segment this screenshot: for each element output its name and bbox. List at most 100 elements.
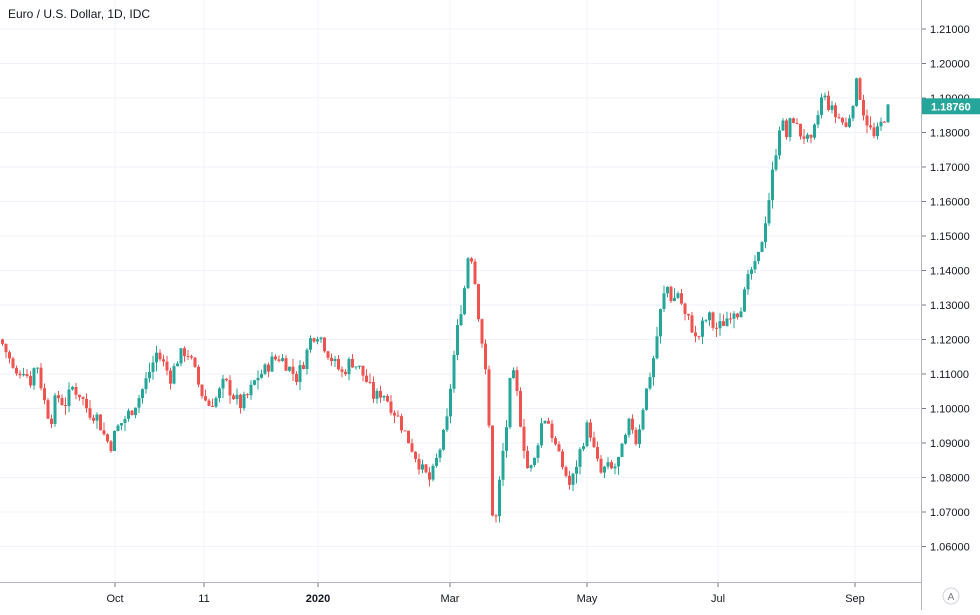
candle-body xyxy=(207,400,211,406)
candle-body xyxy=(820,97,823,116)
candle-body xyxy=(557,444,561,452)
candle-body xyxy=(67,389,71,407)
candle-body xyxy=(242,394,246,409)
candle-body xyxy=(407,430,410,444)
candle-body xyxy=(669,286,673,302)
last-price-label: 1.18760 xyxy=(931,101,971,113)
candle-body xyxy=(536,445,540,458)
candle-body xyxy=(855,78,858,107)
candle-body xyxy=(123,418,127,424)
candle-body xyxy=(445,416,449,430)
candle-body xyxy=(610,462,613,469)
candle-body xyxy=(309,338,312,350)
candle-body xyxy=(379,390,382,398)
candle-body xyxy=(883,121,886,123)
candle-body xyxy=(235,394,239,400)
candle-body xyxy=(592,437,596,448)
candle-body xyxy=(218,388,221,399)
candle-body xyxy=(750,269,753,274)
candle-body xyxy=(172,366,176,384)
candle-body xyxy=(809,134,813,138)
candle-body xyxy=(148,371,151,379)
candle-body xyxy=(186,355,190,357)
candle-body xyxy=(813,124,816,138)
candle-body xyxy=(340,369,344,372)
candle-body xyxy=(179,348,183,364)
auto-scale-icon[interactable] xyxy=(942,587,960,605)
candle-body xyxy=(715,327,718,329)
candle-body xyxy=(263,364,267,374)
candle-body xyxy=(827,95,830,110)
candle-body xyxy=(134,407,137,415)
y-tick-label: 1.21000 xyxy=(930,24,970,36)
candle-body xyxy=(211,405,214,407)
candle-body xyxy=(298,365,302,383)
candle-body xyxy=(697,336,701,338)
candle-body xyxy=(816,115,820,125)
candle-body xyxy=(316,339,319,342)
candle-body xyxy=(596,447,599,459)
candle-body xyxy=(295,373,298,383)
y-tick-label: 1.06000 xyxy=(930,542,970,554)
candle-body xyxy=(463,288,466,315)
candle-body xyxy=(368,381,372,383)
candle-body xyxy=(550,423,554,439)
candle-body xyxy=(183,348,186,356)
candle-body xyxy=(834,105,837,118)
candle-body xyxy=(785,120,788,138)
candle-body xyxy=(239,394,242,409)
candle-body xyxy=(344,371,347,375)
candle-body xyxy=(1,339,4,344)
candle-body xyxy=(529,465,533,469)
candle-body xyxy=(4,343,8,353)
candle-body xyxy=(634,429,638,445)
candle-body xyxy=(116,425,120,431)
candle-body xyxy=(858,78,862,100)
candle-body xyxy=(617,457,620,467)
candle-body xyxy=(113,430,116,452)
candle-body xyxy=(256,377,260,381)
candle-body xyxy=(260,373,263,378)
candle-body xyxy=(155,352,158,363)
candle-body xyxy=(120,423,123,426)
candle-body xyxy=(354,366,358,368)
x-tick-label: May xyxy=(577,593,598,605)
candle-body xyxy=(505,427,508,451)
y-tick-label: 1.17000 xyxy=(930,162,970,174)
candle-body xyxy=(424,464,428,473)
candle-body xyxy=(575,466,578,474)
candle-body xyxy=(32,368,36,386)
candle-body xyxy=(36,367,39,369)
candle-body xyxy=(802,136,806,139)
candle-body xyxy=(753,261,757,270)
candle-body xyxy=(708,312,711,321)
candle-body xyxy=(578,449,582,467)
candle-body xyxy=(214,398,218,407)
candle-body xyxy=(438,449,442,458)
candle-body xyxy=(484,343,487,370)
candle-body xyxy=(449,388,452,417)
candle-body xyxy=(837,117,841,119)
candle-body xyxy=(127,410,130,419)
candle-body xyxy=(15,367,18,374)
candle-body xyxy=(501,450,505,480)
candle-body xyxy=(400,416,403,431)
y-tick-label: 1.09000 xyxy=(930,438,970,450)
candle-body xyxy=(197,366,200,385)
candle-body xyxy=(879,121,883,127)
y-tick-label: 1.15000 xyxy=(930,231,970,243)
candle-body xyxy=(232,395,235,400)
candle-body xyxy=(519,391,522,427)
auto-scale-label[interactable]: A xyxy=(948,592,955,603)
candle-body xyxy=(736,313,739,318)
candle-body xyxy=(74,387,78,395)
candle-body xyxy=(95,414,99,421)
candle-body xyxy=(50,418,53,424)
y-tick-label: 1.11000 xyxy=(930,369,969,381)
candle-body xyxy=(473,261,477,285)
auto-scale-button[interactable]: A xyxy=(942,587,960,605)
candle-body xyxy=(46,400,50,419)
